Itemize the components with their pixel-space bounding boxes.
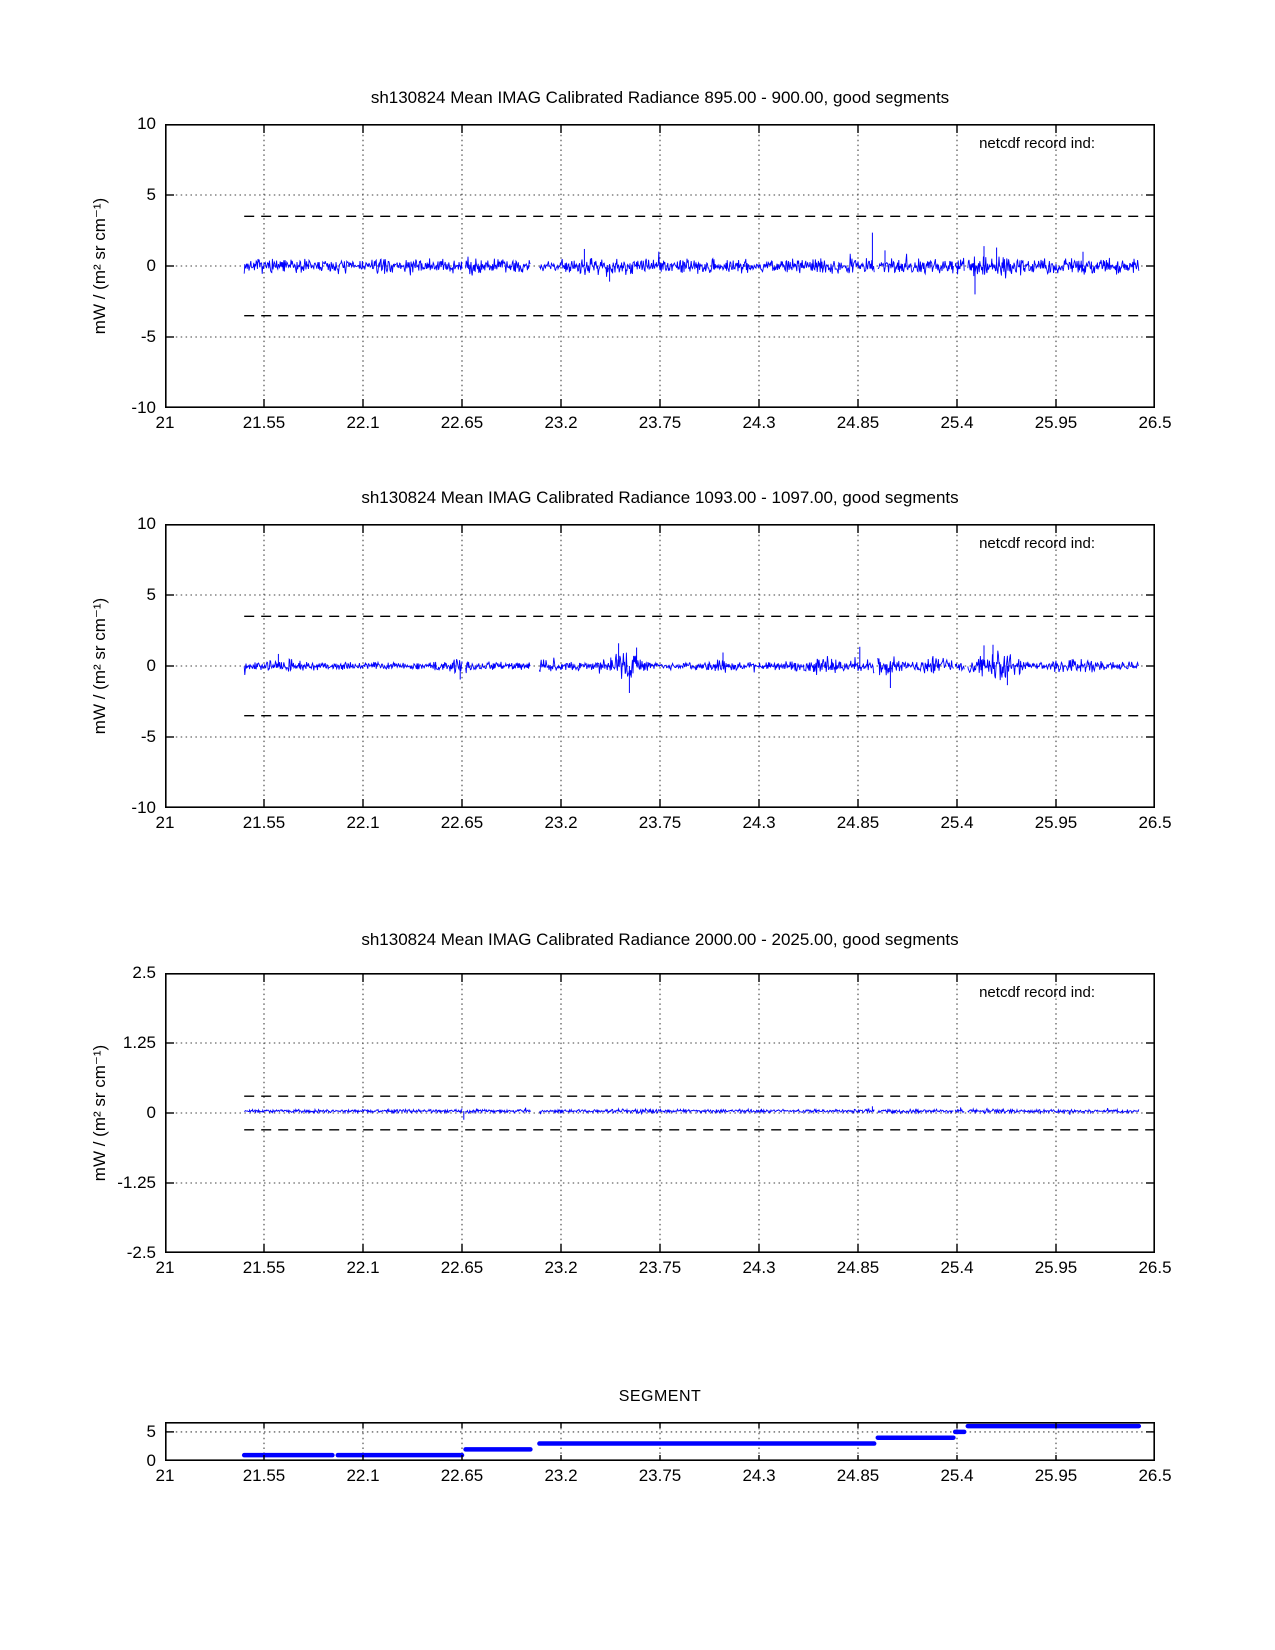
x-tick-label: 22.1 — [346, 413, 380, 432]
x-tick-label: 23.2 — [544, 813, 578, 832]
y-tick-label: 0 — [146, 656, 156, 675]
x-tick-label: 23.2 — [544, 1466, 578, 1485]
x-tick-label: 25.95 — [1034, 413, 1078, 432]
signal-trace — [877, 655, 954, 676]
x-tick-label: 21.55 — [242, 413, 286, 432]
y-tick-label: 2.5 — [132, 963, 156, 982]
x-tick-label: 21.55 — [242, 1466, 286, 1485]
y-tick-label: 10 — [137, 114, 156, 133]
plot-canvas — [165, 973, 1155, 1253]
y-tick-label: 0 — [146, 1451, 156, 1470]
signal-trace — [465, 1107, 531, 1115]
plot-title: sh130824 Mean IMAG Calibrated Radiance 2… — [361, 930, 959, 949]
x-tick-label: 26.5 — [1138, 1258, 1172, 1277]
y-tick-label: 5 — [146, 1421, 156, 1441]
x-tick-label: 25.4 — [940, 1466, 974, 1485]
x-tick-label: 24.85 — [836, 413, 880, 432]
y-tick-label: 0 — [146, 1103, 156, 1122]
y-tick-label: 0 — [146, 256, 156, 275]
x-tick-label: 22.1 — [346, 1258, 380, 1277]
x-tick-label: 25.4 — [940, 413, 974, 432]
y-tick-label: -1.25 — [117, 1173, 156, 1192]
signal-trace — [954, 663, 965, 672]
x-tick-label: 23.75 — [638, 1258, 682, 1277]
netcdf-record-annotation: netcdf record ind: — [979, 535, 1095, 552]
x-tick-label: 21 — [155, 413, 175, 432]
signal-trace — [465, 661, 531, 674]
plot-title: sh130824 Mean IMAG Calibrated Radiance 8… — [370, 88, 950, 107]
x-tick-label: 22.1 — [346, 1466, 380, 1485]
x-tick-label: 24.3 — [742, 1466, 776, 1485]
x-tick-label: 22.65 — [440, 413, 484, 432]
x-tick-label: 25.4 — [940, 1258, 974, 1277]
x-tick-label: 23.75 — [638, 413, 682, 432]
x-tick-label: 25.95 — [1034, 1466, 1078, 1485]
netcdf-record-annotation: netcdf record ind: — [979, 135, 1095, 152]
plot-canvas — [165, 524, 1155, 808]
x-tick-label: 24.3 — [742, 1258, 776, 1277]
y-tick-label: -10 — [131, 398, 156, 417]
plot-border — [165, 524, 1155, 808]
y-tick-label: -5 — [140, 727, 156, 746]
y-tick-label: 10 — [137, 514, 156, 533]
signal-trace — [967, 650, 1139, 681]
x-tick-label: 21 — [155, 1466, 175, 1485]
plot-title: SEGMENT — [618, 1388, 702, 1405]
x-tick-label: 21 — [155, 1258, 175, 1277]
plot-border — [165, 1422, 1155, 1461]
y-tick-label: -10 — [131, 798, 156, 817]
x-tick-label: 23.2 — [544, 413, 578, 432]
x-tick-label: 21.55 — [242, 813, 286, 832]
plot-title: sh130824 Mean IMAG Calibrated Radiance 1… — [361, 488, 959, 507]
y-tick-label: 5 — [146, 185, 156, 204]
plot-border — [165, 124, 1155, 408]
x-tick-label: 23.75 — [638, 813, 682, 832]
y-tick-label: 1.25 — [122, 1033, 156, 1052]
x-tick-label: 24.85 — [836, 813, 880, 832]
x-tick-label: 23.75 — [638, 1466, 682, 1485]
plot-border — [165, 973, 1155, 1253]
x-tick-label: 25.4 — [940, 813, 974, 832]
x-tick-label: 22.1 — [346, 813, 380, 832]
signal-trace — [244, 1107, 463, 1115]
x-tick-label: 21.55 — [242, 1258, 286, 1277]
x-tick-label: 26.5 — [1138, 813, 1172, 832]
signal-trace — [967, 256, 1140, 279]
x-tick-label: 26.5 — [1138, 413, 1172, 432]
signal-trace — [243, 658, 463, 676]
x-tick-label: 26.5 — [1138, 1466, 1172, 1485]
x-tick-label: 22.65 — [440, 1466, 484, 1485]
plot-canvas — [165, 124, 1155, 408]
signal-trace — [243, 258, 463, 276]
x-tick-label: 24.85 — [836, 1258, 880, 1277]
y-tick-label: 5 — [146, 585, 156, 604]
signal-trace — [967, 1107, 1140, 1115]
netcdf-record-annotation: netcdf record ind: — [979, 984, 1095, 1001]
x-tick-label: 25.95 — [1034, 813, 1078, 832]
x-tick-label: 24.3 — [742, 413, 776, 432]
signal-trace — [539, 251, 875, 277]
signal-trace — [539, 1107, 875, 1116]
plot-canvas — [165, 1422, 1155, 1461]
signal-trace — [877, 1108, 954, 1115]
signal-trace — [538, 652, 875, 679]
x-tick-label: 21 — [155, 813, 175, 832]
x-tick-label: 23.2 — [544, 1258, 578, 1277]
y-tick-label: -5 — [140, 327, 156, 346]
signal-trace — [954, 257, 965, 275]
signal-trace — [877, 253, 954, 276]
y-tick-label: -2.5 — [126, 1243, 156, 1262]
x-tick-label: 24.85 — [836, 1466, 880, 1485]
x-tick-label: 25.95 — [1034, 1258, 1078, 1277]
x-tick-label: 24.3 — [742, 813, 776, 832]
x-tick-label: 22.65 — [440, 1258, 484, 1277]
signal-trace — [465, 256, 531, 276]
x-tick-label: 22.65 — [440, 813, 484, 832]
signal-trace — [954, 1108, 965, 1114]
